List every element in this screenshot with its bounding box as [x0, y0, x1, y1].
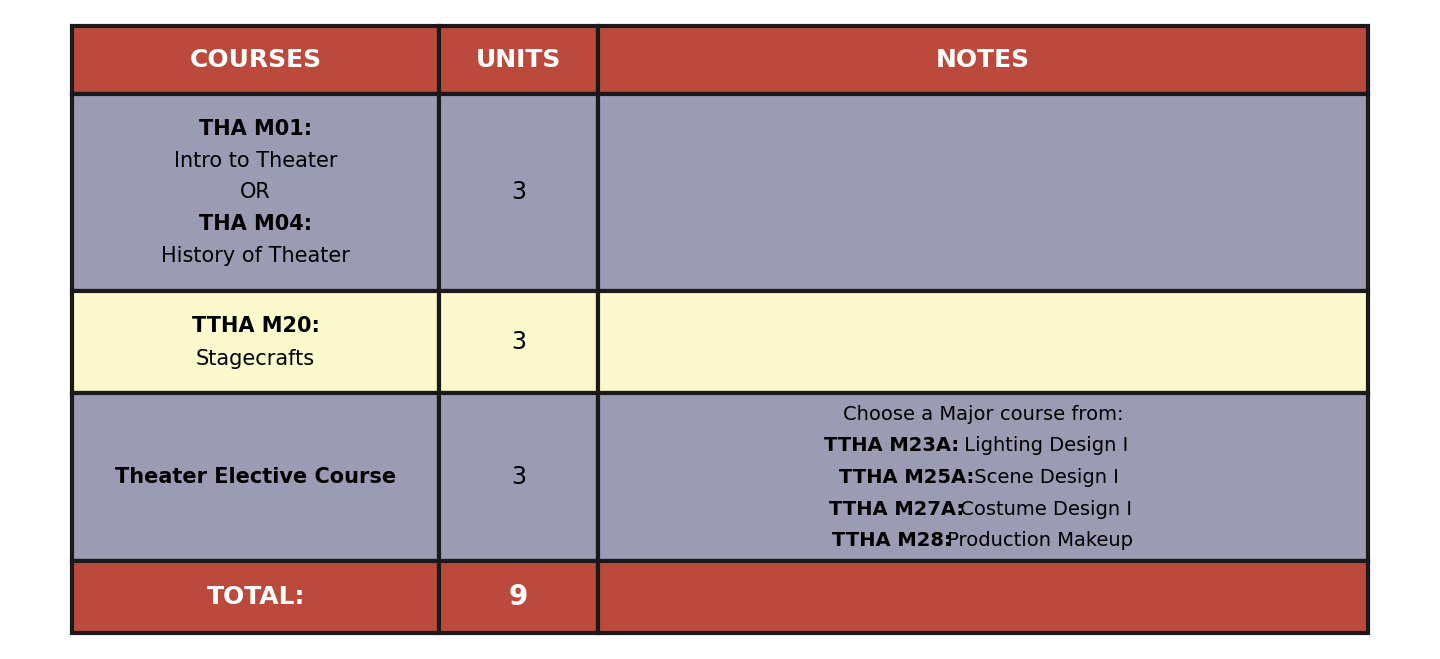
Text: THA M01:: THA M01:: [199, 119, 312, 139]
Bar: [598, 291, 1368, 393]
Text: UNITS: UNITS: [475, 48, 562, 72]
Text: 3: 3: [511, 330, 526, 355]
Bar: [439, 561, 598, 633]
Bar: [598, 561, 1368, 633]
Text: Choose a Major course from:: Choose a Major course from:: [842, 405, 1123, 424]
Text: COURSES: COURSES: [190, 48, 321, 72]
Bar: [72, 393, 439, 561]
Text: 9: 9: [508, 583, 528, 611]
Bar: [439, 94, 598, 291]
Text: TTHA M27A:: TTHA M27A:: [829, 500, 965, 519]
Text: TTHA M23A:: TTHA M23A:: [824, 436, 959, 455]
Text: OR: OR: [240, 183, 271, 202]
Bar: [72, 26, 439, 94]
Text: TTHA M20:: TTHA M20:: [192, 316, 320, 336]
Text: History of Theater: History of Theater: [161, 246, 350, 266]
Text: Intro to Theater: Intro to Theater: [174, 151, 337, 171]
Bar: [598, 393, 1368, 561]
Text: TTHA M25A:: TTHA M25A:: [840, 468, 975, 487]
Text: 3: 3: [511, 181, 526, 204]
Bar: [72, 94, 439, 291]
Text: TOTAL:: TOTAL:: [206, 585, 305, 609]
Bar: [72, 561, 439, 633]
Bar: [598, 26, 1368, 94]
Text: Costume Design I: Costume Design I: [955, 500, 1132, 519]
Text: Theater Elective Course: Theater Elective Course: [115, 467, 396, 488]
Bar: [439, 291, 598, 393]
Text: Stagecrafts: Stagecrafts: [196, 349, 315, 369]
Bar: [72, 291, 439, 393]
Bar: [439, 26, 598, 94]
Text: TTHA M28:: TTHA M28:: [832, 531, 952, 550]
Bar: [439, 393, 598, 561]
Text: Scene Design I: Scene Design I: [968, 468, 1119, 487]
Text: Lighting Design I: Lighting Design I: [958, 436, 1128, 455]
Text: NOTES: NOTES: [936, 48, 1030, 72]
Bar: [598, 94, 1368, 291]
Text: 3: 3: [511, 465, 526, 490]
Text: THA M04:: THA M04:: [199, 214, 312, 234]
Text: Production Makeup: Production Makeup: [942, 531, 1133, 550]
